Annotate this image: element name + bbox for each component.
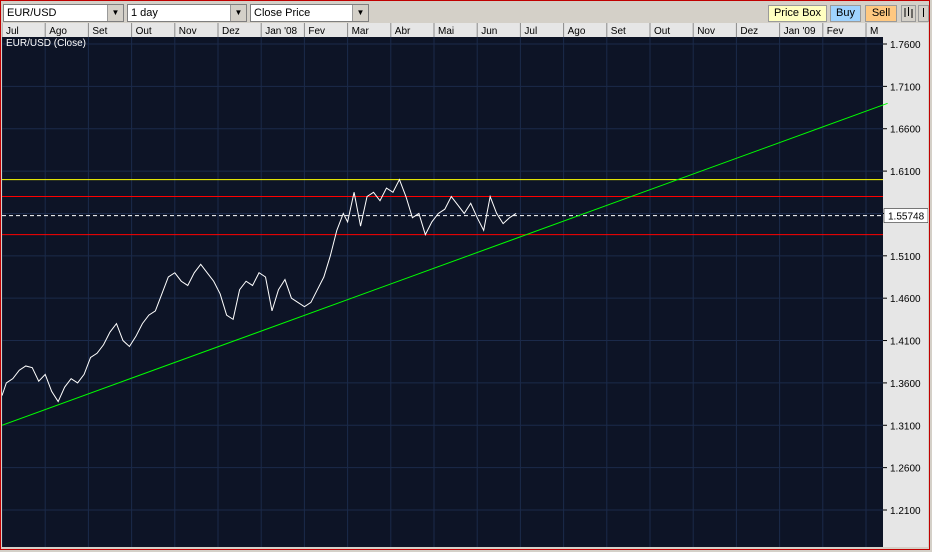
x-tick-label: Set (92, 26, 107, 37)
x-tick-label: Ago (568, 26, 586, 37)
current-price-label: 1.55748 (883, 208, 929, 223)
symbol-value: EUR/USD (7, 7, 57, 19)
price-box-label: Price Box (773, 7, 822, 19)
x-tick-label: M (870, 26, 878, 37)
price-box-button[interactable]: Price Box (768, 5, 827, 22)
x-tick-label: Dez (740, 26, 758, 37)
bars-icon (904, 7, 913, 18)
x-tick-label: Jan '09 (784, 26, 816, 37)
x-tick-label: Mar (352, 26, 370, 37)
x-tick-label: Mai (438, 26, 454, 37)
grid (1, 37, 883, 547)
chevron-down-icon[interactable]: ▼ (352, 5, 368, 21)
price-type-value: Close Price (254, 7, 311, 19)
interval-value: 1 day (131, 7, 158, 19)
more-button[interactable] (918, 5, 929, 22)
x-tick-label: Jul (6, 26, 19, 37)
chart-area[interactable]: Jul Ago Set Out Nov Dez Jan '08 Fev Mar Abr Mai Jun… (1, 23, 929, 547)
x-tick-label: Set (611, 26, 626, 37)
y-axis: 1.76001.71001.66001.61001.56001.51001.46… (883, 40, 921, 517)
x-tick-label: Fev (308, 26, 325, 37)
x-tick-label: Ago (49, 26, 67, 37)
price-type-select[interactable]: Close Price ▼ (250, 4, 369, 22)
y-tick-label: 1.6600 (890, 125, 921, 136)
price-line (1, 178, 517, 403)
x-axis-bar (2, 23, 883, 37)
x-tick-label: Fev (827, 26, 844, 37)
y-tick-label: 1.3600 (890, 379, 921, 390)
chevron-down-icon[interactable]: ▼ (230, 5, 246, 21)
price-chart[interactable]: Jul Ago Set Out Nov Dez Jan '08 Fev Mar Abr Mai Jun… (1, 23, 929, 547)
x-tick-label: Nov (179, 26, 197, 37)
x-tick-label: Dez (222, 26, 240, 37)
grip-icon (923, 8, 924, 17)
y-tick-label: 1.4100 (890, 337, 921, 348)
sell-button[interactable]: Sell (865, 5, 897, 22)
y-tick-label: 1.2600 (890, 464, 921, 475)
y-tick-label: 1.2100 (890, 506, 921, 517)
trendline (1, 102, 888, 426)
x-tick-label: Nov (697, 26, 715, 37)
x-tick-label: Jan '08 (265, 26, 297, 37)
y-tick-label: 1.7100 (890, 82, 921, 93)
horizontal-lines (2, 179, 883, 236)
y-tick-label: 1.7600 (890, 40, 921, 51)
green-trend-line (1, 102, 888, 426)
x-axis: Jul Ago Set Out Nov Dez Jan '08 Fev Mar Abr Mai Jun… (1, 23, 878, 37)
interval-select[interactable]: 1 day ▼ (127, 4, 247, 22)
x-tick-label: Out (654, 26, 670, 37)
y-axis-bar (883, 23, 928, 547)
chart-title: EUR/USD (Close) (6, 38, 86, 49)
plot-background (2, 23, 883, 547)
y-tick-label: 1.6100 (890, 167, 921, 178)
toolbar: EUR/USD ▼ 1 day ▼ Close Price ▼ Price Bo… (1, 1, 929, 25)
y-tick-label: 1.4600 (890, 294, 921, 305)
y-tick-label: 1.5100 (890, 252, 921, 263)
x-tick-label: Jun (481, 26, 497, 37)
x-tick-label: Abr (395, 26, 411, 37)
series (1, 178, 517, 403)
chevron-down-icon[interactable]: ▼ (107, 5, 123, 21)
buy-label: Buy (836, 7, 855, 19)
chart-type-button[interactable] (901, 5, 916, 22)
x-tick-label: Out (136, 26, 152, 37)
current-price-value: 1.55748 (888, 212, 925, 223)
x-tick-label: Jul (524, 26, 537, 37)
buy-button[interactable]: Buy (830, 5, 861, 22)
y-tick-label: 1.3100 (890, 421, 921, 432)
symbol-select[interactable]: EUR/USD ▼ (3, 4, 124, 22)
sell-label: Sell (871, 7, 891, 19)
